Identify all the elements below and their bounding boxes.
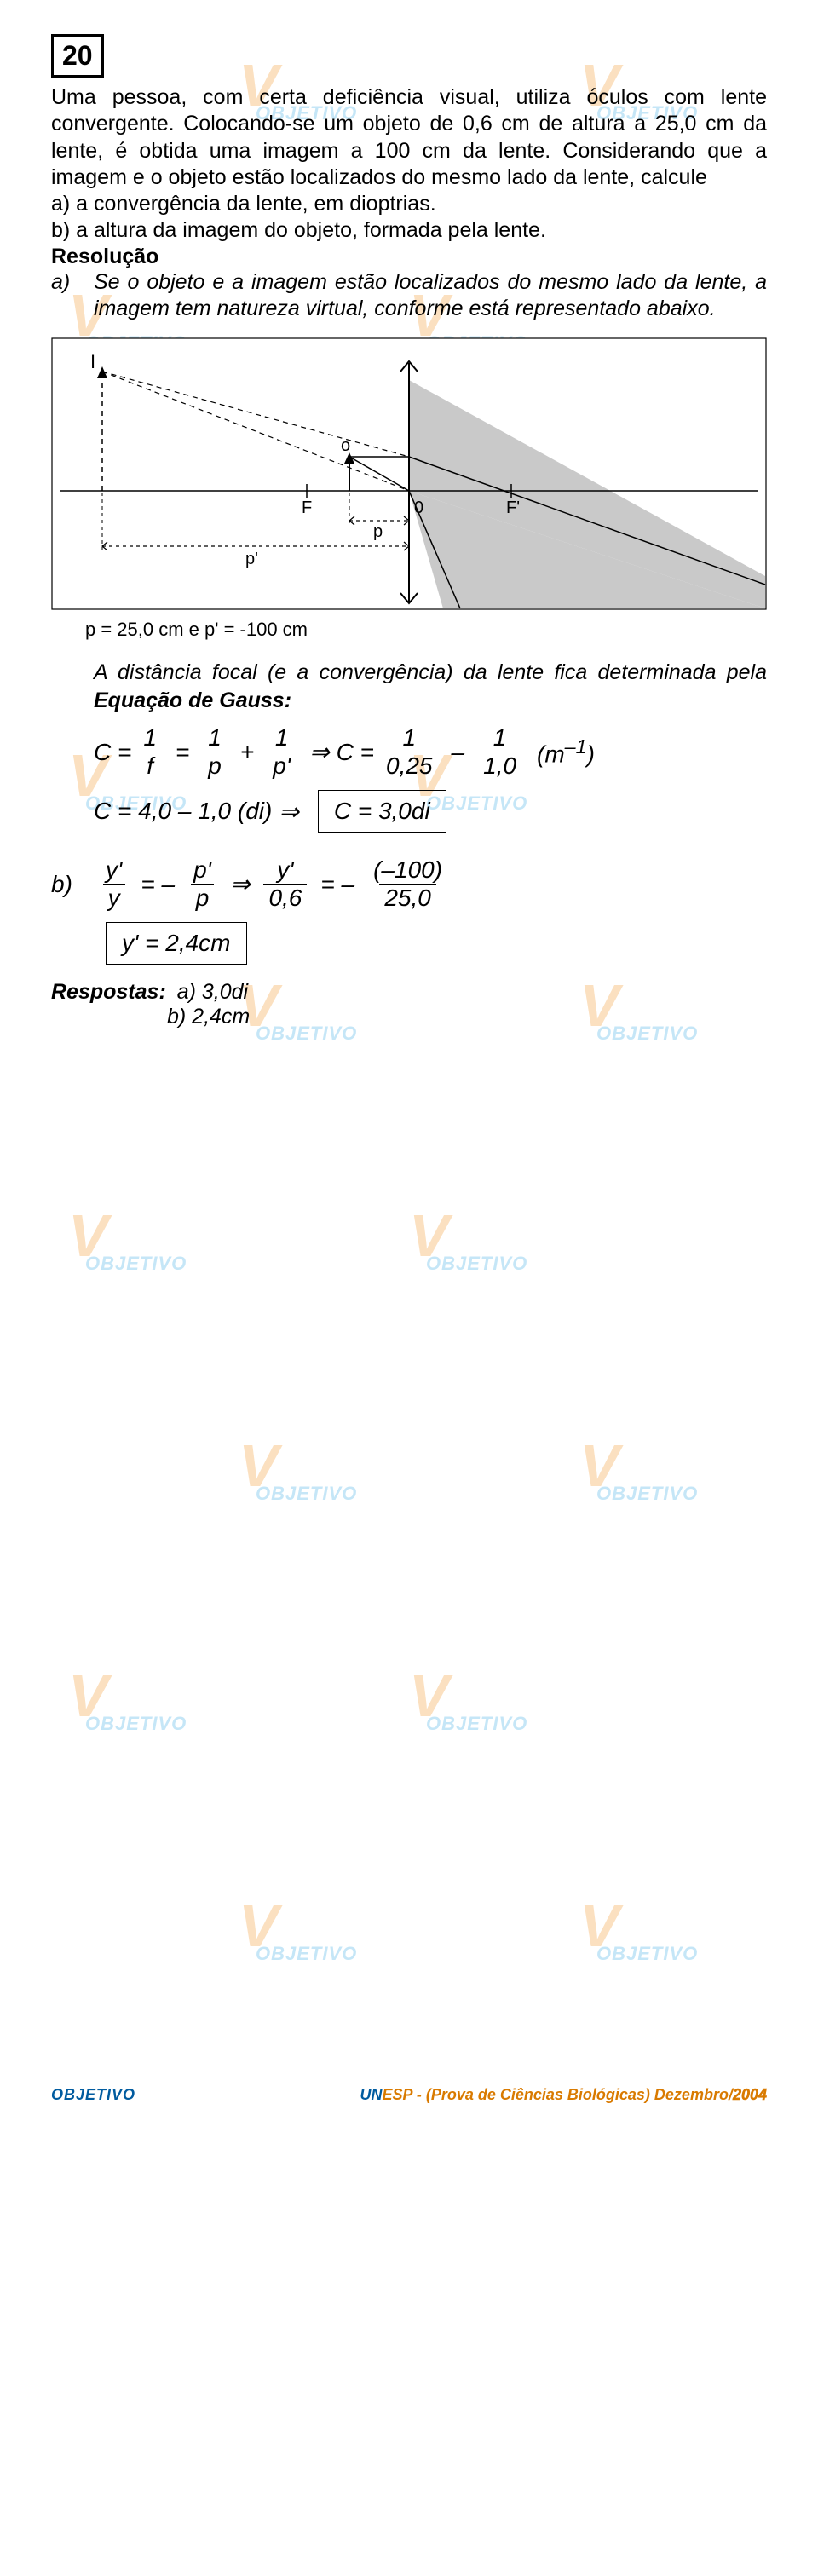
label-pp: p' — [245, 550, 258, 568]
rb-yp2: y' — [272, 858, 298, 884]
res-a-letter: a) — [51, 269, 94, 323]
eq1-v2d: 1,0 — [478, 752, 521, 778]
eq2-arrow: ⇒ — [279, 798, 298, 826]
eq1-eq: = — [176, 739, 189, 766]
eq1-fnum: 1 — [138, 726, 162, 752]
label-0: 0 — [414, 498, 423, 517]
footer: OBJETIVO UNESP - (Prova de Ciências Biol… — [0, 2069, 818, 2129]
rb-eq2: = – — [320, 871, 354, 898]
rb-06: 0,6 — [263, 884, 307, 910]
eq1-C: C = — [94, 739, 131, 766]
eq1-pnum: 1 — [203, 726, 227, 752]
lens-diagram: I o F 0 F' p p' p = 25,0 cm e p' = -100 … — [51, 337, 767, 648]
rb-pp: p' — [188, 858, 216, 884]
gauss-bold: Equação de Gauss: — [94, 689, 291, 712]
equation-2: C = 4,0 – 1,0 (di) ⇒ C = 3,0di — [94, 790, 767, 833]
label-F: F — [302, 498, 312, 517]
eq1-minus: – — [451, 739, 464, 766]
eq2-boxed: C = 3,0di — [318, 790, 446, 833]
question-text: Uma pessoa, com certa deficiência visual… — [51, 84, 767, 191]
part-b: b) a altura da imagem do objeto, formada… — [51, 217, 767, 244]
rb-p: p — [191, 884, 215, 910]
answers: Respostas: a) 3,0di b) 2,4cm — [51, 980, 767, 1029]
rb-25: 25,0 — [379, 884, 436, 910]
eq1-unit: (m — [537, 741, 565, 768]
gauss-intro: A distância focal (e a convergência) da … — [94, 659, 767, 714]
footer-esp: ESP — [382, 2086, 412, 2103]
content: 20 Uma pessoa, com certa deficiência vis… — [0, 0, 818, 2069]
label-Fp: F' — [506, 498, 520, 517]
res-b-boxed: y' = 2,4cm — [106, 922, 247, 965]
label-o: o — [341, 436, 350, 455]
footer-un: UN — [360, 2086, 382, 2103]
rb-eq: = – — [141, 871, 175, 898]
res-a-text: Se o objeto e a imagem estão localizados… — [94, 269, 767, 323]
resolution-label: Resolução — [51, 245, 767, 269]
eq1-pden: p — [203, 752, 227, 778]
rb-yp: y' — [101, 858, 127, 884]
eq1-arrow: ⇒ — [309, 738, 329, 766]
part-a: a) a convergência da lente, em dioptrias… — [51, 191, 767, 217]
question-number: 20 — [51, 34, 104, 78]
eq1-fden: f — [141, 752, 158, 778]
diagram-caption: p = 25,0 cm e p' = -100 cm — [85, 619, 308, 640]
eq2-lhs: C = 4,0 – 1,0 (di) — [94, 798, 272, 825]
eq1-v1d: 0,25 — [381, 752, 438, 778]
eq1-ppnum: 1 — [270, 726, 294, 752]
footer-year: 2004 — [733, 2086, 767, 2103]
label-I: I — [90, 351, 95, 372]
eq1-plus: + — [240, 739, 254, 766]
eq1-ppden: p' — [268, 752, 296, 778]
answer-a: a) 3,0di — [177, 980, 248, 1004]
res-b-letter: b) — [51, 871, 94, 898]
rb-arrow: ⇒ — [230, 870, 250, 898]
rb-y: y — [103, 884, 125, 910]
rb-100: (–100) — [368, 858, 447, 884]
answers-label: Respostas: — [51, 980, 166, 1004]
eq1-exp: –1 — [565, 735, 587, 758]
resolution-a: a) Se o objeto e a imagem estão localiza… — [51, 269, 767, 323]
eq1-C2: C = — [337, 739, 374, 766]
equation-1: C = 1f = 1p + 1p' ⇒ C = 10,25 – 11,0 (m–… — [94, 726, 767, 778]
eq1-unit2: ) — [587, 741, 595, 768]
res-b-boxed-row: y' = 2,4cm — [94, 922, 767, 965]
answer-b: b) 2,4cm — [167, 1005, 250, 1029]
eq1-v2n: 1 — [488, 726, 512, 752]
gauss-intro-text: A distância focal (e a convergência) da … — [94, 660, 767, 684]
resolution-b-eq: b) y'y = – p'p ⇒ y'0,6 = – (–100)25,0 — [51, 858, 767, 910]
footer-logo: OBJETIVO — [51, 2086, 135, 2104]
eq1-v1n: 1 — [397, 726, 421, 752]
footer-mid: - (Prova de Ciências Biológicas) Dezembr… — [412, 2086, 733, 2103]
footer-source: UNESP - (Prova de Ciências Biológicas) D… — [360, 2086, 767, 2104]
label-p: p — [373, 522, 383, 541]
